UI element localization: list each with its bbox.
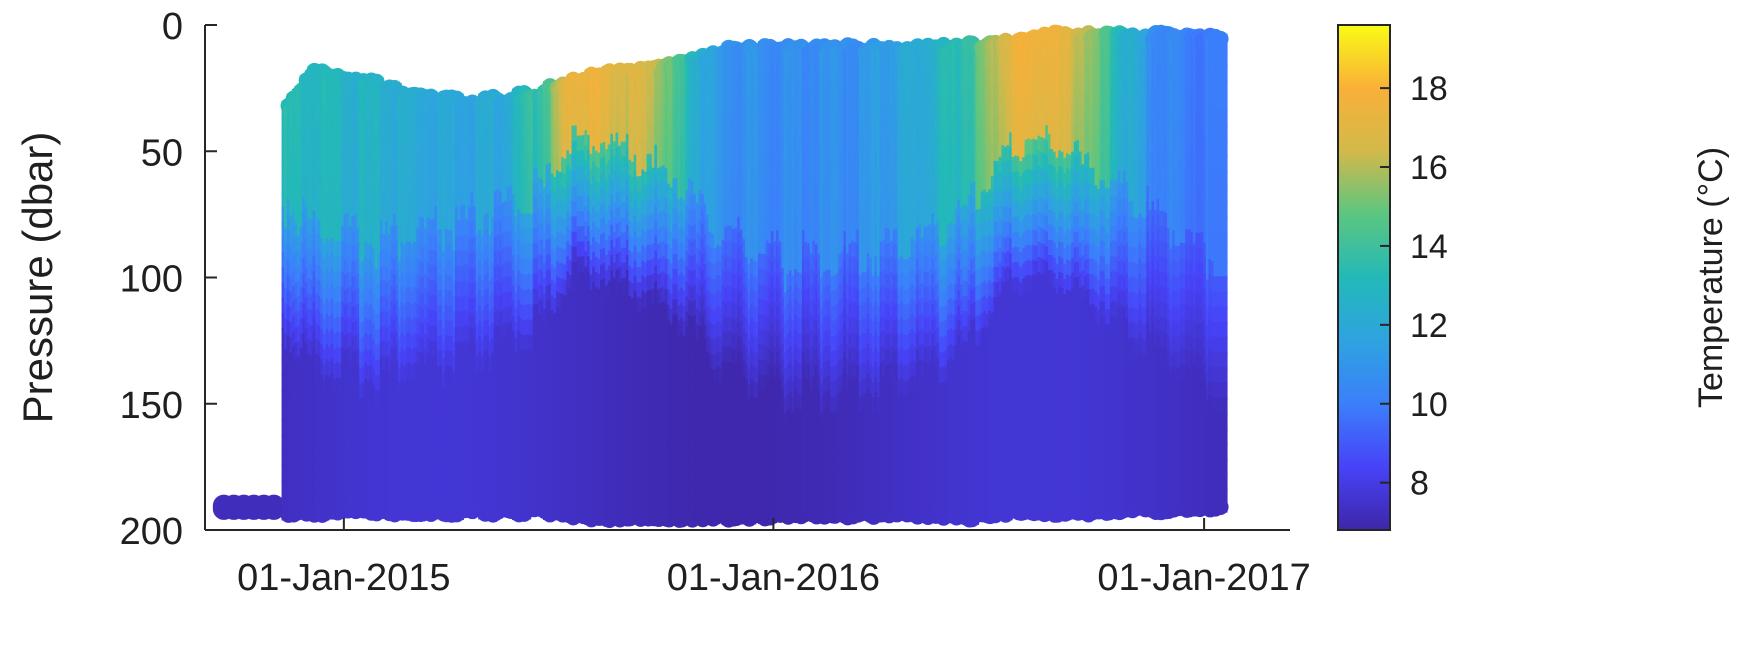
- profile-column-isolated: [212, 494, 285, 520]
- profile-mark: [262, 494, 285, 520]
- data-marks: [212, 24, 1229, 528]
